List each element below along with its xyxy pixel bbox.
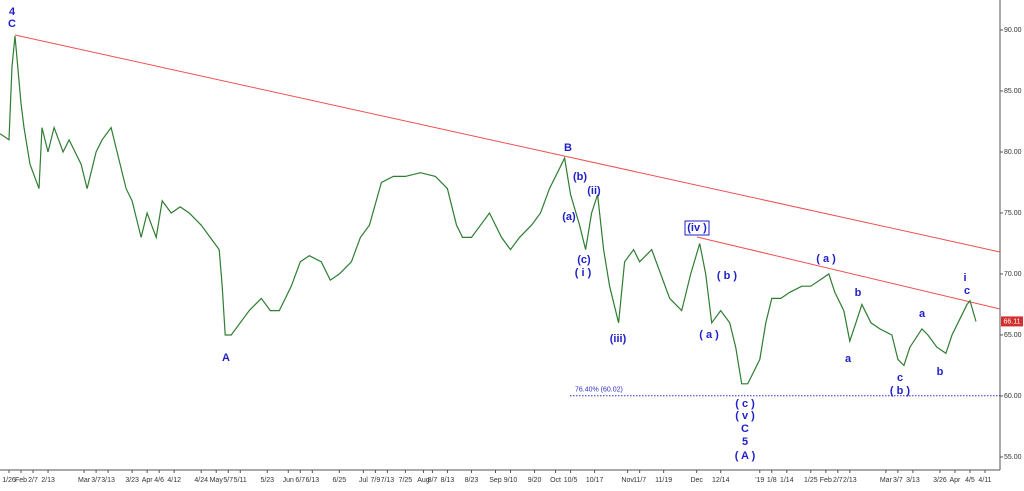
wave-label: ( b ) [890,385,910,397]
x-tick-label: Nov [621,477,634,484]
x-tick-label: Mar [78,477,91,484]
x-tick-label: 9/10 [504,477,518,484]
x-tick-label: 3/7 [91,477,101,484]
y-tick-label: 80.00 [1004,149,1022,156]
x-tick-label: 6/7 [295,477,305,484]
wave-label: ( a ) [816,253,836,265]
wave-label: ( b ) [717,270,737,282]
x-tick-label: 5/7 [223,477,233,484]
wave-label: (b) [573,171,587,183]
x-tick-label: 8/13 [441,477,455,484]
x-tick-label: 8/7 [428,477,438,484]
x-tick-label: 4/5 [965,477,975,484]
x-tick-label: 4/11 [978,477,991,484]
wave-label: C [8,18,16,30]
wave-label: ( c ) [735,398,755,410]
x-tick-label: 11/7 [633,477,646,484]
x-tick-label: 3/23 [125,477,139,484]
x-tick-label: Jul [359,477,368,484]
x-tick-label: Dec [690,477,703,484]
x-tick-label: 3/13 [906,477,920,484]
wave-label: i [963,272,966,284]
x-tick-label: 2/13 [41,477,55,484]
wave-label: (a) [562,211,576,223]
annotation-box [684,220,710,236]
y-tick-label: 75.00 [1004,210,1022,217]
x-tick-label: 7/25 [399,477,413,484]
x-tick-label: 5/11 [234,477,247,484]
x-tick-label: Mar [880,477,893,484]
y-tick-label: 90.00 [1004,27,1022,34]
trendline [696,236,1001,310]
wave-label: a [919,308,926,320]
x-tick-label: 1/14 [780,477,794,484]
x-tick-label: Aug [417,477,430,484]
y-tick-label: 55.00 [1004,454,1022,461]
wave-label: c [897,372,903,384]
y-tick-label: 60.00 [1004,393,1022,400]
x-tick-label: '19 [755,477,764,484]
y-tick-label: 85.00 [1004,88,1022,95]
wave-label: (iv ) [687,222,707,234]
wave-label: 4 [9,6,16,18]
last-price-label: 66.11 [1004,318,1021,325]
wave-label: ( i ) [575,267,592,279]
x-tick-label: Apr [142,477,154,484]
x-tick-label: 8/23 [465,477,479,484]
wave-label: (ii) [587,185,601,197]
wave-label: (iii) [610,333,627,345]
x-tick-label: 11/19 [655,477,672,484]
x-tick-label: May [210,477,224,484]
fib-label: 76.40% (60.02) [575,387,623,394]
x-tick-label: 3/13 [101,477,115,484]
trendline [14,34,1001,253]
x-tick-label: 12/14 [712,477,730,484]
x-tick-label: 4/12 [167,477,181,484]
x-tick-label: 5/23 [260,477,274,484]
wave-label: ( v ) [735,410,755,422]
x-tick-label: 9/20 [528,477,542,484]
x-tick-label: 4/6 [154,477,164,484]
wave-label: (c) [577,254,591,266]
x-tick-label: 2/7 [833,477,843,484]
x-tick-label: 4/24 [194,477,208,484]
wave-label: C [741,423,749,435]
y-tick-label: 70.00 [1004,271,1022,278]
x-tick-label: 2/13 [843,477,857,484]
x-tick-label: 6/13 [305,477,319,484]
wave-label: b [855,287,862,299]
wave-label: A [222,352,230,364]
wave-label: ( a ) [699,329,719,341]
x-tick-label: Apr [950,477,962,484]
x-tick-label: 2/7 [28,477,38,484]
price-line [0,36,977,385]
wave-label: ( A ) [735,450,756,462]
x-tick-label: 10/5 [564,477,578,484]
last-price-tag [1001,316,1023,327]
x-tick-label: 1/26 [2,477,16,484]
x-tick-label: Sep [489,477,502,484]
x-tick-label: 7/9 [371,477,381,484]
x-tick-label: 1/25 [804,477,818,484]
x-tick-label: 3/26 [933,477,947,484]
x-tick-label: 6/25 [333,477,347,484]
x-tick-label: Jun [283,477,294,484]
x-tick-label: Oct [550,477,561,484]
wave-label: b [937,366,944,378]
x-tick-label: 10/17 [586,477,604,484]
x-tick-label: 7/13 [381,477,395,484]
wave-label: 5 [742,436,748,448]
x-tick-label: Feb [15,477,27,484]
x-tick-label: 3/7 [893,477,903,484]
x-tick-label: 1/8 [767,477,777,484]
x-tick-label: Feb [820,477,832,484]
wave-label: B [564,142,572,154]
wave-label: a [845,353,852,365]
y-tick-label: 65.00 [1004,332,1022,339]
wave-label: c [964,285,970,297]
